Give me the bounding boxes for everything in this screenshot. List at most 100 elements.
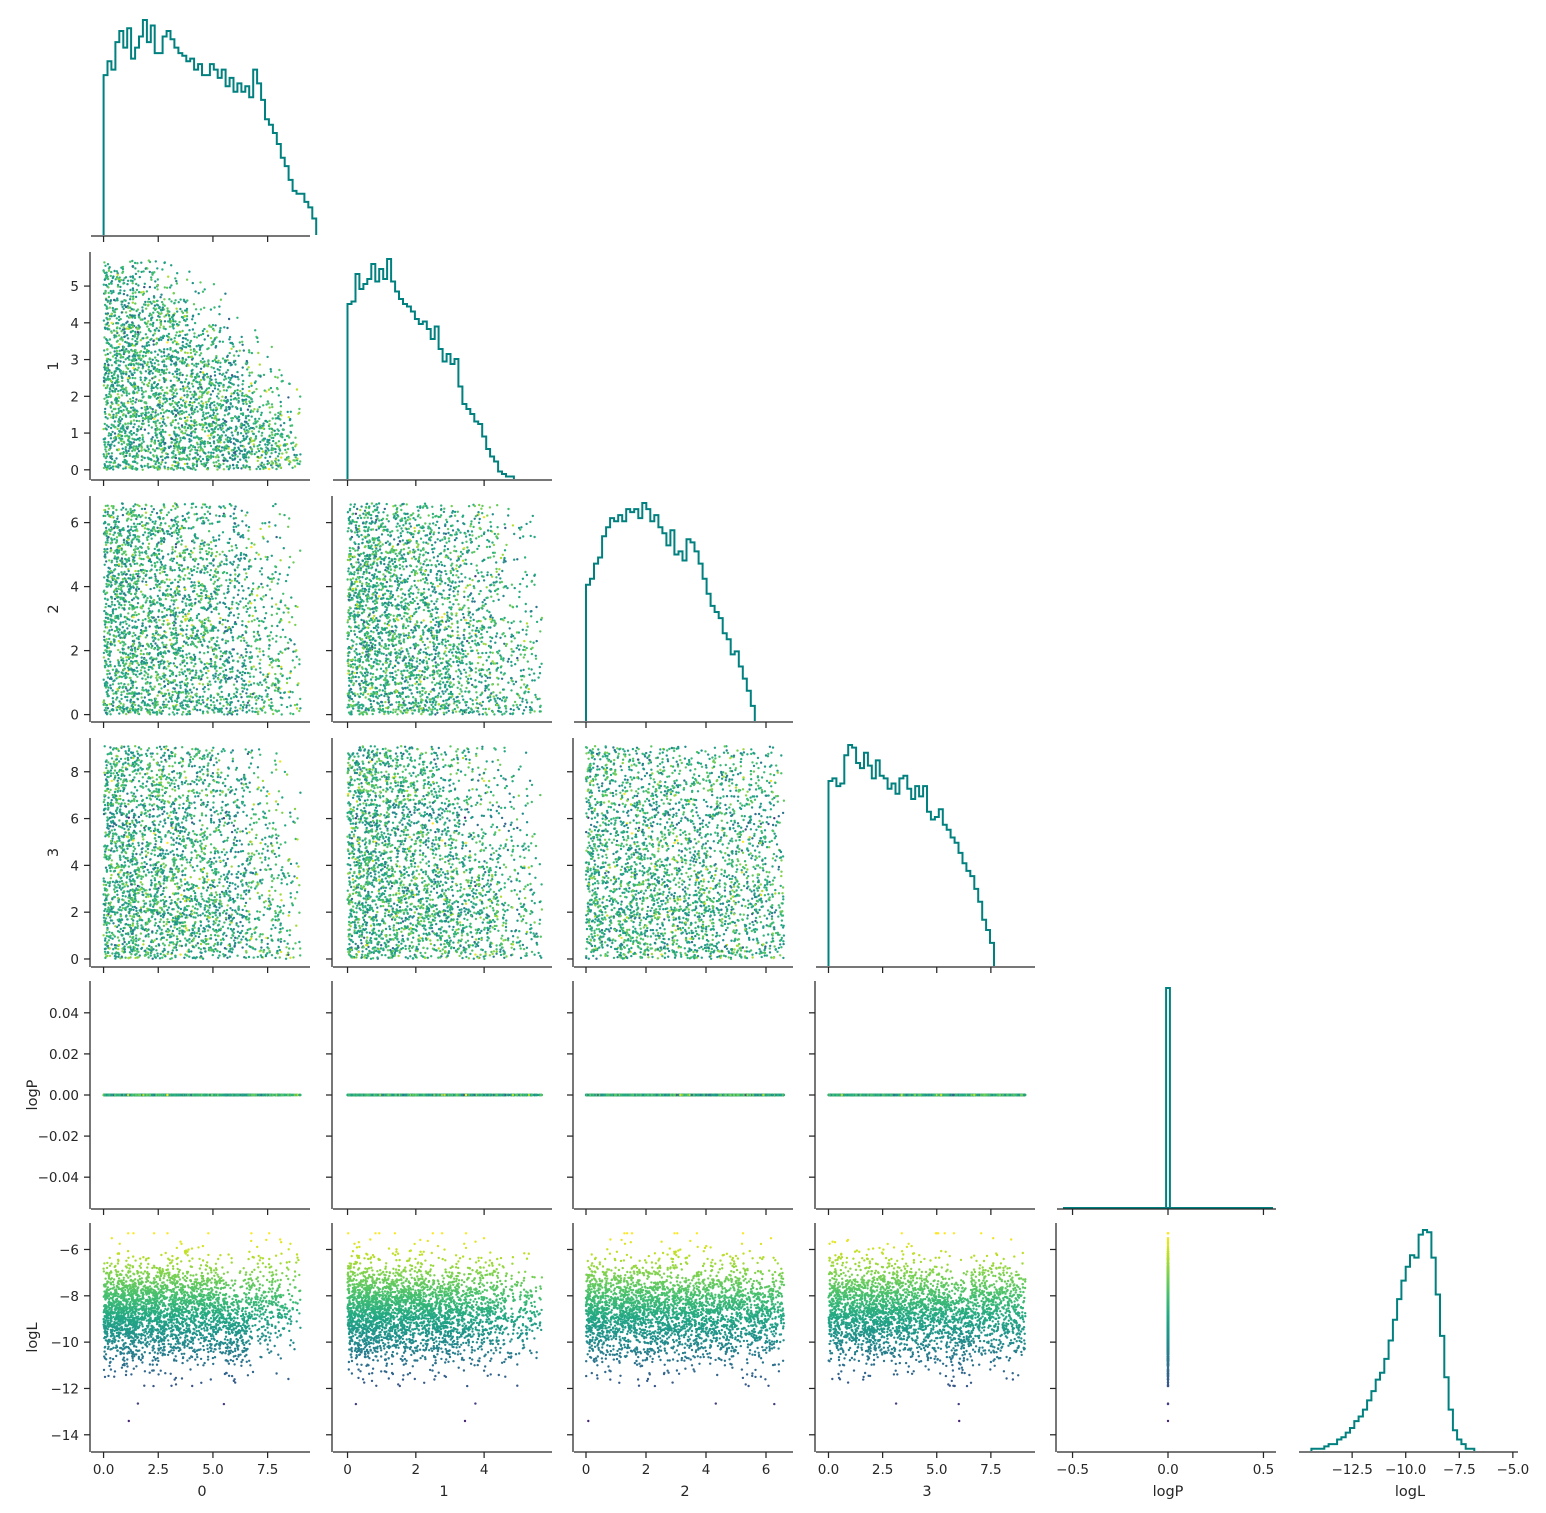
- scatter-point: [217, 434, 219, 436]
- scatter-point: [152, 312, 154, 314]
- scatter-point: [103, 336, 105, 338]
- scatter-point: [184, 432, 186, 434]
- scatter-point: [108, 318, 110, 320]
- scatter-point: [110, 313, 112, 315]
- scatter-point: [154, 356, 156, 358]
- scatter-point: [165, 410, 167, 412]
- scatter-point: [193, 425, 195, 427]
- scatter-point: [210, 366, 212, 368]
- scatter-point: [213, 412, 215, 414]
- scatter-point: [193, 332, 195, 334]
- scatter-point: [231, 364, 233, 366]
- scatter-point: [200, 460, 202, 462]
- scatter-point: [263, 374, 265, 376]
- scatter-point: [149, 286, 151, 288]
- scatter-point: [241, 374, 243, 376]
- scatter-point: [146, 342, 148, 344]
- scatter-point: [103, 270, 105, 272]
- scatter-point: [206, 417, 208, 419]
- scatter-point: [170, 390, 172, 392]
- scatter-point: [241, 392, 243, 394]
- scatter-point: [108, 393, 110, 395]
- scatter-point: [153, 441, 155, 443]
- scatter-point: [109, 307, 111, 309]
- scatter-point: [129, 261, 131, 263]
- scatter-point: [231, 431, 233, 433]
- scatter-point: [261, 462, 263, 464]
- scatter-point: [228, 362, 230, 364]
- scatter-point: [154, 280, 156, 282]
- scatter-point: [113, 350, 115, 352]
- scatter-point: [207, 467, 209, 469]
- scatter-point: [174, 454, 176, 456]
- scatter-point: [152, 300, 154, 302]
- scatter-point: [248, 400, 250, 402]
- scatter-point: [264, 443, 266, 445]
- scatter-point: [175, 308, 177, 310]
- scatter-point: [247, 409, 249, 411]
- scatter-point: [193, 364, 195, 366]
- scatter-point: [130, 383, 132, 385]
- scatter-point: [202, 458, 204, 460]
- scatter-point: [145, 352, 147, 354]
- scatter-point: [115, 330, 117, 332]
- scatter-point: [139, 363, 141, 365]
- scatter-point: [160, 309, 162, 311]
- scatter-point: [126, 460, 128, 462]
- scatter-point: [268, 423, 270, 425]
- scatter-point: [174, 320, 176, 322]
- scatter-point: [220, 436, 222, 438]
- scatter-point: [110, 437, 112, 439]
- scatter-point: [146, 336, 148, 338]
- scatter-point: [142, 469, 144, 471]
- scatter-point: [148, 373, 150, 375]
- scatter-point: [152, 372, 154, 374]
- scatter-point: [187, 385, 189, 387]
- scatter-point: [219, 427, 221, 429]
- scatter-point: [106, 308, 108, 310]
- scatter-point: [107, 375, 109, 377]
- scatter-point: [197, 410, 199, 412]
- scatter-point: [157, 311, 159, 313]
- scatter-point: [103, 441, 105, 443]
- scatter-point: [172, 452, 174, 454]
- scatter-point: [269, 435, 271, 437]
- scatter-point: [159, 374, 161, 376]
- scatter-point: [167, 339, 169, 341]
- scatter-point: [133, 441, 135, 443]
- scatter-point: [144, 301, 146, 303]
- scatter-point: [141, 393, 143, 395]
- scatter-point: [251, 448, 253, 450]
- scatter-point: [135, 296, 137, 298]
- scatter-point: [119, 343, 121, 345]
- scatter-point: [288, 436, 290, 438]
- scatter-point: [223, 449, 225, 451]
- scatter-point: [106, 339, 108, 341]
- scatter-point: [135, 273, 137, 275]
- scatter-point: [110, 275, 112, 277]
- scatter-point: [257, 374, 259, 376]
- scatter-point: [219, 327, 221, 329]
- scatter-point: [201, 391, 203, 393]
- scatter-point: [103, 261, 105, 263]
- scatter-point: [193, 463, 195, 465]
- scatter-point: [278, 369, 280, 371]
- scatter-point: [150, 440, 152, 442]
- scatter-point: [117, 274, 119, 276]
- scatter-point: [104, 437, 106, 439]
- scatter-point: [272, 462, 274, 464]
- scatter-point: [170, 380, 172, 382]
- scatter-point: [201, 396, 203, 398]
- scatter-point: [146, 325, 148, 327]
- scatter-point: [215, 378, 217, 380]
- scatter-point: [244, 421, 246, 423]
- scatter-point: [166, 392, 168, 394]
- scatter-point: [159, 407, 161, 409]
- scatter-point: [150, 314, 152, 316]
- scatter-point: [163, 449, 165, 451]
- scatter-point: [121, 380, 123, 382]
- scatter-point: [240, 409, 242, 411]
- scatter-point: [114, 388, 116, 390]
- scatter-point: [276, 445, 278, 447]
- scatter-point: [196, 398, 198, 400]
